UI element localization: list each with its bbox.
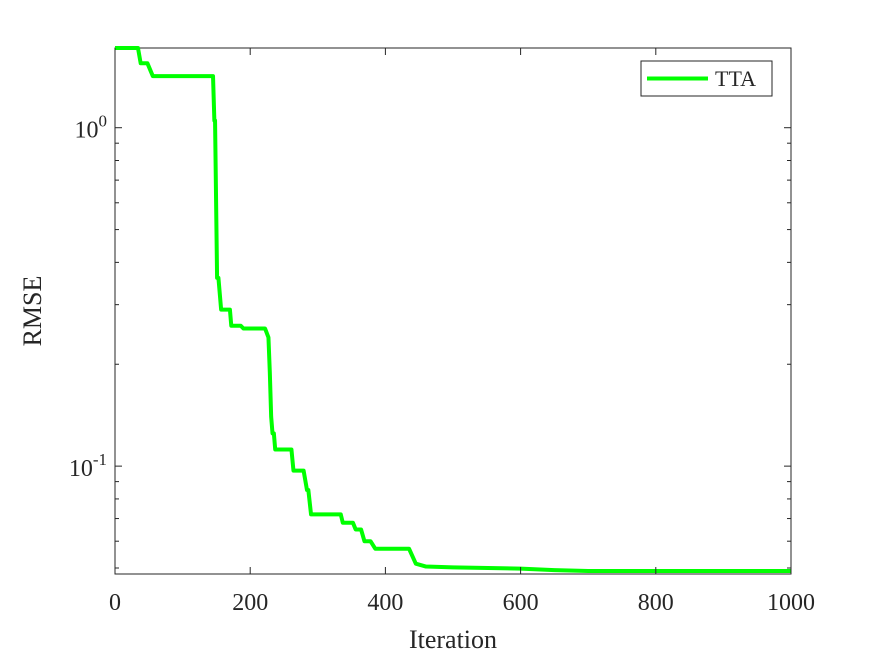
x-tick-label: 600	[503, 590, 539, 616]
series-line-tta	[115, 46, 791, 573]
series-layer	[115, 46, 791, 573]
axes-box	[114, 47, 792, 575]
x-tick-label: 1000	[767, 590, 815, 616]
x-tick-label: 400	[367, 590, 403, 616]
y-tick-label: 100	[75, 112, 108, 144]
x-tick-label: 200	[232, 590, 268, 616]
y-axis-title: RMSE	[18, 276, 47, 347]
legend: TTA	[640, 60, 773, 97]
x-tick-label: 800	[638, 590, 674, 616]
ticks-layer: 0 200 400 600 800 1000 100 10-1	[69, 48, 815, 616]
legend-label-tta: TTA	[715, 66, 756, 91]
x-tick-label: 0	[109, 590, 121, 616]
y-tick-label: 10-1	[69, 450, 107, 482]
x-axis-title: Iteration	[409, 625, 497, 654]
plot-area	[114, 47, 792, 575]
